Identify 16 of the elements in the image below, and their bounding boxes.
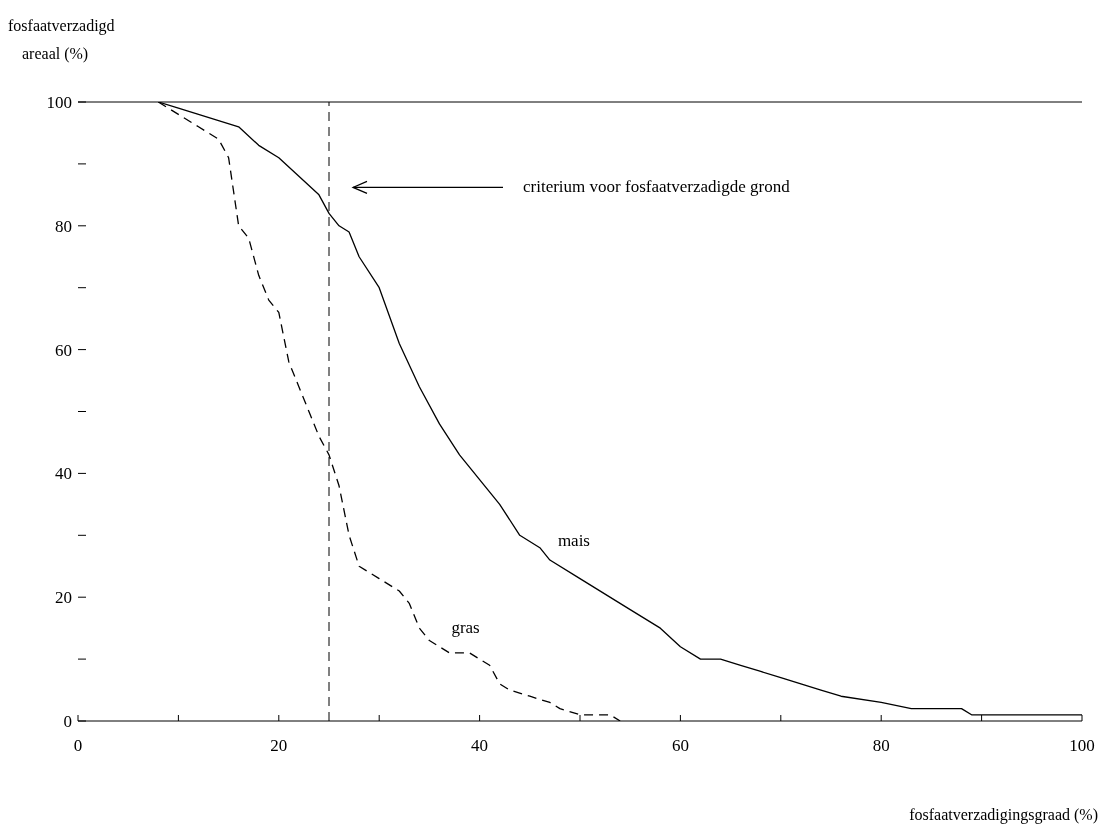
y-tick-label: 60 xyxy=(55,340,72,360)
x-tick-label: 40 xyxy=(471,736,489,756)
y-tick-label: 0 xyxy=(63,712,72,732)
x-tick-label: 100 xyxy=(1069,736,1095,756)
x-tick-label: 80 xyxy=(872,736,890,756)
x-tick-label: 60 xyxy=(671,736,689,756)
y-tick-label: 100 xyxy=(46,93,72,113)
x-tick-label: 20 xyxy=(270,736,288,756)
annotation: criterium voor fosfaatverzadigde grond xyxy=(523,177,791,197)
y-tick-label: 20 xyxy=(55,588,72,608)
y-axis-title: fosfaatverzadigd areaal (%) xyxy=(8,16,115,65)
series-label: gras xyxy=(451,617,480,637)
y-tick-label: 40 xyxy=(55,464,72,484)
x-axis-title: fosfaatverzadigingsgraad (%) xyxy=(909,806,1098,824)
y-tick-label: 80 xyxy=(55,216,72,236)
series-label: mais xyxy=(557,531,590,551)
